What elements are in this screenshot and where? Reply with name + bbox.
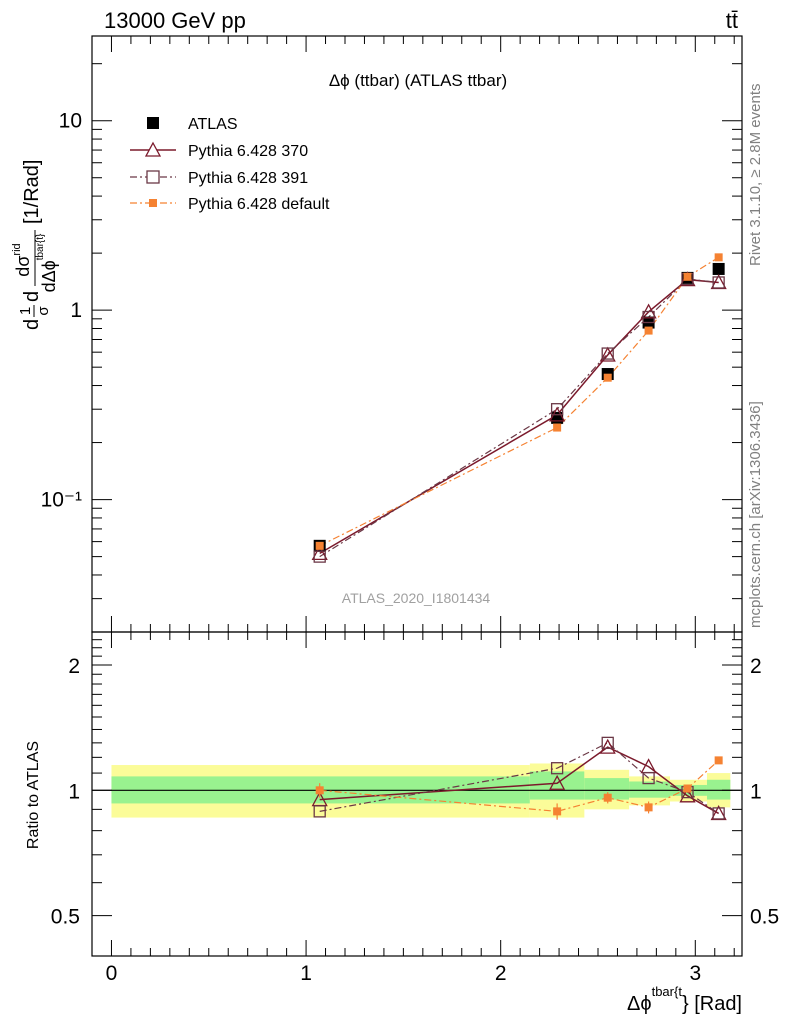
- ylabel-frac1-den: σ: [35, 306, 52, 316]
- ratio-point-s2-4: [683, 784, 692, 793]
- ylabel-d1: d: [21, 319, 43, 330]
- ratio-point-s1-5: [712, 807, 725, 820]
- ratio-point-s1-1: [550, 762, 564, 775]
- legend-entry-pythia-370: Pythia 6.428 370: [130, 141, 308, 160]
- xtick-label-0: 0: [106, 962, 118, 985]
- ratio-point-s2-3: [644, 803, 653, 812]
- ratio-y-axis-label: Ratio to ATLAS: [25, 741, 42, 849]
- xtick-label-1: 1: [300, 962, 312, 985]
- xlabel-sup: tbar{t: [652, 984, 683, 999]
- legend: ATLAS Pythia 6.428 370 Pythia 6.428 391 …: [130, 116, 330, 213]
- legend-entry-pythia-default: Pythia 6.428 default: [130, 196, 330, 213]
- ratio-bands: [92, 763, 742, 818]
- legend-label-pythia-370: Pythia 6.428 370: [188, 143, 308, 160]
- ratio-ytick-label-left-0: 0.5: [51, 906, 80, 929]
- xtick-label-2: 2: [495, 962, 507, 985]
- main-point-s3-0: [315, 541, 324, 550]
- main-point-s1-0: [311, 545, 328, 561]
- ratio-ytick-label-left-2: 2: [68, 655, 80, 678]
- rivet-label: Rivet 3.1.10, ≥ 2.8M events: [747, 84, 764, 267]
- main-point-s0-5: [712, 262, 725, 275]
- ratio-band-inner-2: [584, 778, 630, 800]
- ratio-point-s1-2: [601, 736, 614, 750]
- ratio-point-s1-3: [642, 771, 655, 785]
- main-point-s2-5: [712, 276, 725, 289]
- ratio-point-s0-4: [679, 787, 696, 803]
- main-point-s2-0: [313, 550, 326, 563]
- main-point-s2-1: [550, 403, 564, 416]
- legend-entry-atlas: ATLAS: [147, 116, 238, 133]
- svg-text:dσrid: dσrid: [11, 243, 33, 276]
- series-lines: [319, 256, 720, 815]
- main-line-series-3: [319, 256, 719, 547]
- main-ytick-label-2: 10: [59, 110, 82, 133]
- svg-text:d: d: [21, 319, 43, 330]
- main-point-s1-2: [599, 346, 616, 362]
- main-line-series-1: [319, 278, 719, 555]
- legend-label-atlas: ATLAS: [188, 116, 238, 133]
- legend-label-pythia-default: Pythia 6.428 default: [188, 196, 330, 213]
- axis-ticks: 10⁻¹ 1 10 0.5 0.5 1 1 2 2 0 1 2 3: [41, 36, 779, 985]
- ratio-ytick-label-right-0: 0.5: [750, 906, 779, 929]
- xlabel-tail: } [Rad]: [682, 993, 742, 1015]
- main-point-s0-1: [551, 411, 564, 424]
- ratio-point-s2-2: [603, 793, 612, 802]
- series-markers: [311, 253, 727, 821]
- ratio-point-s0-2: [599, 738, 616, 754]
- main-point-s2-2: [601, 347, 614, 360]
- main-ytick-label-0: 10⁻¹: [41, 489, 82, 512]
- ratio-point-s0-1: [549, 774, 566, 790]
- ratio-plot-frame: [91, 631, 743, 957]
- ylabel-unit: [1/Rad]: [21, 160, 43, 224]
- svg-text:dΔϕtbar{t}: dΔϕtbar{t}: [35, 233, 59, 292]
- ratio-band-inner-3: [629, 781, 670, 798]
- main-ytick-label-1: 1: [70, 299, 82, 322]
- ylabel-frac1-num: 1: [17, 307, 34, 315]
- main-point-s3-3: [644, 326, 653, 335]
- ylabel-d2: d: [21, 291, 43, 302]
- mcplots-label: mcplots.cern.ch [arXiv:1306.3436]: [747, 401, 764, 628]
- main-line-series-2: [319, 278, 719, 558]
- main-point-s2-3: [642, 310, 655, 324]
- plot-title: Δϕ (ttbar) (ATLAS ttbar): [329, 71, 507, 90]
- legend-entry-pythia-391: Pythia 6.428 391: [130, 170, 308, 187]
- legend-label-pythia-391: Pythia 6.428 391: [188, 170, 308, 187]
- main-point-s3-1: [553, 423, 562, 432]
- ratio-line-series-1: [319, 742, 719, 814]
- ratio-band-inner-5: [706, 779, 731, 800]
- ratio-point-s2-5: [714, 756, 723, 765]
- header-left: 13000 GeV pp: [104, 8, 246, 33]
- ratio-point-s2-1: [553, 807, 562, 816]
- ratio-ytick-label-right-2: 2: [750, 655, 762, 678]
- ylabel-frac2-den-sub: tbar{t}: [35, 233, 46, 260]
- xlabel-main: Δϕ: [627, 993, 652, 1015]
- header-right: tt̄: [726, 8, 738, 33]
- ylabel-frac2-den: dΔϕ: [39, 260, 59, 292]
- x-axis-label: Δϕtbar{t} [Rad]: [627, 984, 742, 1015]
- ylabel-frac2-num: dσ: [13, 256, 33, 277]
- ratio-point-s1-0: [313, 805, 326, 818]
- analysis-watermark: ATLAS_2020_I1801434: [342, 590, 491, 606]
- ratio-ytick-label-right-1: 1: [750, 780, 762, 803]
- main-y-axis-label: d 1 σ d dσrid dΔϕtbar{t} [1/Rad]: [11, 160, 59, 330]
- ylabel-frac2-num-sup: rid: [11, 243, 23, 255]
- main-point-s3-5: [714, 253, 723, 262]
- ratio-line-series-2: [319, 759, 720, 812]
- main-point-s3-4: [683, 272, 692, 281]
- ratio-point-s2-0: [315, 786, 324, 795]
- ratio-ytick-label-left-1: 1: [68, 780, 80, 803]
- xtick-label-3: 3: [689, 962, 701, 985]
- main-point-s3-2: [603, 373, 612, 382]
